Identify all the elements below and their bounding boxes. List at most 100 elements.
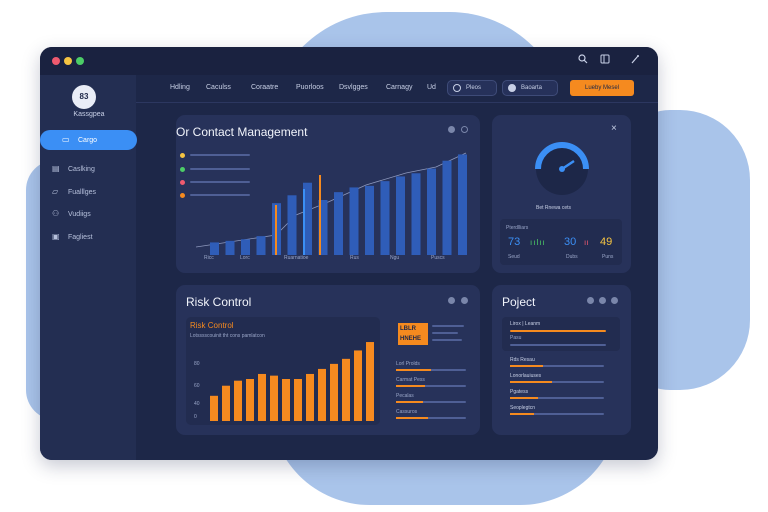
sidebar-item-fualllges[interactable]: ▱ Fualllges [52, 183, 132, 201]
axis-tick: 40 [194, 401, 200, 407]
chart-bar [222, 385, 230, 421]
title-bar [40, 47, 658, 75]
chart-bar [210, 395, 218, 421]
search-icon[interactable] [576, 54, 590, 68]
chart-bar [294, 379, 302, 421]
task-fill [510, 381, 553, 383]
image-icon: ▣ [52, 232, 60, 241]
axis-label: Lorc [240, 255, 250, 261]
nav-link[interactable]: Hdling [170, 84, 190, 91]
chart-bar [396, 176, 405, 255]
gauge-card: × Bet Rnewa cets Pterdlliars 73 ıılıı 30… [492, 115, 631, 273]
project-summary: Lirox | Leanm Pasu [502, 317, 620, 351]
sidebar-item-fagliest[interactable]: ▣ Fagliest [52, 228, 132, 246]
axis-tick: 0 [194, 414, 197, 420]
nav-link[interactable]: Ud [427, 84, 436, 91]
circle-icon [453, 84, 461, 92]
sidebar-item-caslking[interactable]: ▤ Caslking [52, 160, 132, 178]
chart-bar [303, 182, 312, 255]
baoarta-pill-button[interactable]: Baoarta [502, 80, 558, 96]
legend-marker [180, 193, 185, 198]
chart-bar [256, 236, 266, 255]
contact-management-card: Or Contact Management Ricc Lorc Ruarnati… [176, 115, 480, 273]
progress-fill [396, 417, 428, 419]
legend-line [432, 339, 462, 341]
chart-bar [225, 240, 235, 255]
chart-bar [241, 239, 250, 255]
window-icon[interactable] [598, 54, 612, 68]
task-fill [510, 365, 543, 367]
close-window-button[interactable] [52, 57, 60, 65]
nav-link[interactable]: Coraatre [251, 84, 279, 91]
card-menu-dot[interactable] [587, 297, 594, 304]
progress-label: Cassuros [396, 409, 418, 415]
circle-icon [508, 84, 516, 92]
chart-subtitle: Risk Control [190, 321, 234, 330]
chart-caption: Lotsssscouinit tht cons pamlatcon [190, 333, 265, 339]
project-card: Poject Lirox | Leanm Pasu Rds Resau Lono… [492, 285, 631, 435]
card-menu-dot[interactable] [448, 126, 455, 133]
progress-label: Carmat Pess [396, 377, 425, 383]
axis-label: Puscs [431, 255, 445, 261]
progress-track [396, 369, 466, 371]
progress-fill [396, 401, 423, 403]
settings-icon[interactable] [461, 126, 468, 133]
chart-bar [234, 380, 242, 421]
chart-bar [411, 173, 421, 255]
card-menu-dot[interactable] [448, 297, 455, 304]
top-nav: Hdling Caculss Coraatre Puorloos Dsvlgge… [136, 75, 658, 103]
stat-bars: ıılıı [530, 238, 546, 247]
progress-track [396, 417, 466, 419]
stat-caption: Puns [602, 254, 614, 260]
nav-link[interactable]: Puorloos [296, 84, 324, 91]
nav-link[interactable]: Carnagy [386, 84, 413, 91]
brand-name: Kassgpea [73, 111, 105, 118]
maximize-window-button[interactable] [76, 57, 84, 65]
chart-bar [318, 200, 328, 255]
progress-fill [396, 369, 431, 371]
legend-marker [180, 167, 185, 172]
pleos-pill-button[interactable]: Pleos [447, 80, 497, 96]
progress-label: Lorl Prolds [396, 361, 420, 367]
nav-link[interactable]: Caculss [206, 84, 231, 91]
document-icon: ▭ [62, 135, 70, 144]
chart-bar [287, 195, 297, 255]
wand-icon[interactable] [628, 54, 642, 68]
legend-line [190, 154, 250, 156]
chart-bar [349, 187, 359, 255]
task-track [510, 381, 604, 383]
axis-label: Ricc [204, 255, 214, 261]
stat-caption: Dubs [566, 254, 578, 260]
card-menu-dot[interactable] [611, 297, 618, 304]
gauge [535, 142, 589, 195]
progress-fill [396, 385, 426, 387]
stats-panel: Pterdlliars 73 ıılıı 30 ıı 49 Seud Dubs … [500, 219, 622, 265]
task-label: Pgatess [510, 389, 529, 395]
gauge-label: Bet Rnewa cets [536, 205, 572, 211]
card-menu-dot[interactable] [461, 297, 468, 304]
chart-bar [330, 363, 338, 421]
axis-label: Ruarnatioe [284, 255, 309, 261]
task-track [510, 413, 604, 415]
card-title: Poject [502, 295, 536, 309]
nav-link[interactable]: Dsvlgges [339, 84, 368, 91]
card-title: Risk Control [186, 295, 252, 309]
folder-icon: ▱ [52, 187, 59, 196]
primary-action-button[interactable]: Lueby Mesel [570, 80, 634, 96]
sidebar-item-vudiigs[interactable]: ⚇ Vudiigs [52, 205, 132, 223]
chart-bar [365, 185, 374, 255]
gauge-arc [535, 142, 589, 170]
close-icon[interactable]: × [611, 123, 617, 134]
sidebar-item-cargo[interactable]: ▭ Cargo [40, 130, 137, 150]
summary-sub: Pasu [510, 335, 522, 341]
legend-line [190, 181, 250, 183]
legend-marker [180, 153, 185, 158]
card-menu-dot[interactable] [599, 297, 606, 304]
minimize-window-button[interactable] [64, 57, 72, 65]
stat-bars: ıı [584, 238, 589, 247]
progress-track [396, 401, 466, 403]
task-label: Rds Resau [510, 357, 535, 363]
app-window: 83 Kassgpea ▭ Cargo ▤ Caslking ▱ Fualllges … [40, 47, 658, 460]
users-icon: ⚇ [52, 209, 60, 218]
risk-chart-panel: Risk Control Lotsssscouinit tht cons pam… [186, 317, 380, 425]
